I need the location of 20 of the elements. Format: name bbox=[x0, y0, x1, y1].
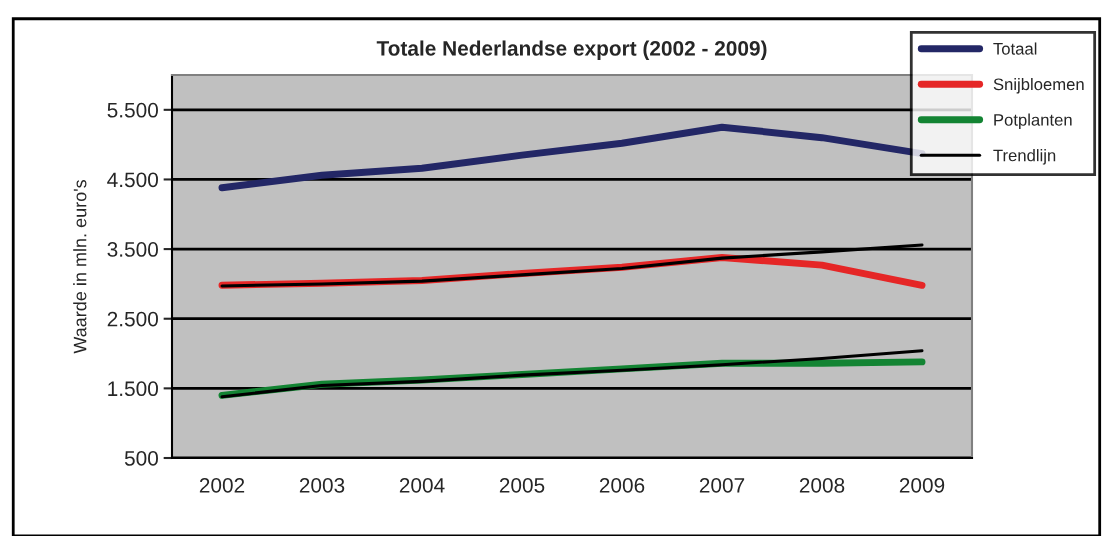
legend-label: Potplanten bbox=[994, 113, 1072, 130]
y-tick-label: 500 bbox=[124, 451, 158, 466]
y-tick-label: 1.500 bbox=[108, 381, 158, 397]
chart-title: Totale Nederlandse export (2002 - 2009) bbox=[376, 40, 767, 60]
x-tick-label: 2004 bbox=[399, 477, 445, 493]
x-tick-label: 2005 bbox=[499, 477, 545, 493]
legend-label: Snijbloemen bbox=[993, 77, 1084, 94]
y-tick-label: 2.500 bbox=[107, 311, 158, 327]
x-tick-label: 2007 bbox=[699, 477, 745, 493]
y-tick-label: 3.500 bbox=[107, 242, 158, 257]
x-tick-label: 2009 bbox=[899, 477, 945, 493]
y-tick-label: 4.500 bbox=[107, 172, 158, 188]
y-tick-label: 5.500 bbox=[107, 102, 158, 118]
x-tick-label: 2003 bbox=[299, 477, 345, 493]
legend-label: Trendlijn bbox=[993, 149, 1056, 165]
y-axis-title: Waarde in mln. euro's bbox=[73, 179, 87, 354]
x-tick-label: 2002 bbox=[199, 477, 245, 493]
x-tick-label: 2006 bbox=[599, 477, 645, 493]
legend-label: Totaal bbox=[993, 42, 1037, 55]
x-tick-label: 2008 bbox=[799, 477, 845, 493]
